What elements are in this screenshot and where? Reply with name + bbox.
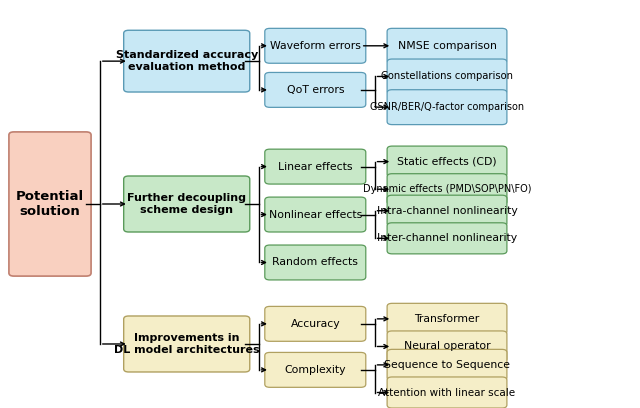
FancyBboxPatch shape xyxy=(387,28,507,63)
Text: Standardized accuracy
evaluation method: Standardized accuracy evaluation method xyxy=(116,50,258,72)
Text: Neural operator: Neural operator xyxy=(404,341,490,351)
Text: Inter-channel nonlinearity: Inter-channel nonlinearity xyxy=(377,233,517,243)
FancyBboxPatch shape xyxy=(265,149,366,184)
FancyBboxPatch shape xyxy=(124,176,250,232)
FancyBboxPatch shape xyxy=(387,174,507,205)
Text: Linear effects: Linear effects xyxy=(278,162,353,172)
Text: NMSE comparison: NMSE comparison xyxy=(397,41,497,51)
Text: Improvements in
DL model architectures: Improvements in DL model architectures xyxy=(114,333,260,355)
Text: Static effects (CD): Static effects (CD) xyxy=(397,157,497,166)
FancyBboxPatch shape xyxy=(387,377,507,408)
FancyBboxPatch shape xyxy=(265,197,366,232)
Text: Complexity: Complexity xyxy=(285,365,346,375)
FancyBboxPatch shape xyxy=(387,195,507,226)
Text: Further decoupling
scheme design: Further decoupling scheme design xyxy=(127,193,246,215)
Text: Intra-channel nonlinearity: Intra-channel nonlinearity xyxy=(376,206,517,216)
FancyBboxPatch shape xyxy=(387,331,507,362)
Text: Random effects: Random effects xyxy=(273,257,358,268)
FancyBboxPatch shape xyxy=(124,30,250,92)
Text: Accuracy: Accuracy xyxy=(291,319,340,329)
Text: Nonlinear effects: Nonlinear effects xyxy=(269,210,362,220)
Text: QoT errors: QoT errors xyxy=(287,85,344,95)
FancyBboxPatch shape xyxy=(265,245,366,280)
FancyBboxPatch shape xyxy=(387,146,507,177)
FancyBboxPatch shape xyxy=(387,303,507,335)
FancyBboxPatch shape xyxy=(387,90,507,124)
FancyBboxPatch shape xyxy=(387,59,507,94)
FancyBboxPatch shape xyxy=(387,349,507,380)
Text: Attention with linear scale: Attention with linear scale xyxy=(378,388,516,397)
FancyBboxPatch shape xyxy=(387,223,507,254)
Text: GSNR/BER/Q-factor comparison: GSNR/BER/Q-factor comparison xyxy=(370,102,524,112)
Text: Sequence to Sequence: Sequence to Sequence xyxy=(384,360,510,370)
Text: Constellations comparison: Constellations comparison xyxy=(381,71,513,82)
FancyBboxPatch shape xyxy=(265,306,366,341)
FancyBboxPatch shape xyxy=(265,73,366,107)
Text: Potential
solution: Potential solution xyxy=(16,190,84,218)
Text: Transformer: Transformer xyxy=(414,314,479,324)
FancyBboxPatch shape xyxy=(265,353,366,387)
FancyBboxPatch shape xyxy=(124,316,250,372)
Text: Dynamic effects (PMD\SOP\PN\FO): Dynamic effects (PMD\SOP\PN\FO) xyxy=(363,184,531,194)
FancyBboxPatch shape xyxy=(265,28,366,63)
FancyBboxPatch shape xyxy=(9,132,91,276)
Text: Waveform errors: Waveform errors xyxy=(270,41,361,51)
